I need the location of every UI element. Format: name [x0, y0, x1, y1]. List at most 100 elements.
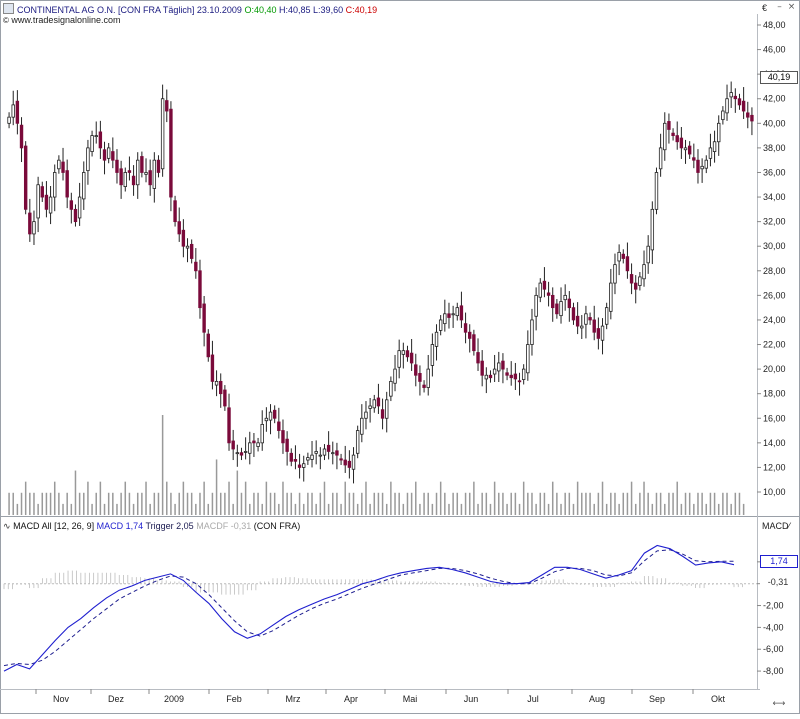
- candle-body: [621, 253, 625, 259]
- candle-body: [94, 135, 98, 138]
- candle-body: [252, 440, 256, 444]
- last-price-label: 40,19: [760, 71, 798, 84]
- candle-body: [189, 243, 194, 259]
- candle-body: [364, 411, 368, 419]
- candle-body: [90, 135, 94, 152]
- candle-body: [588, 317, 592, 321]
- scale-icon[interactable]: ⁄: [788, 521, 791, 531]
- candle-body: [302, 463, 306, 468]
- candle-body: [214, 380, 219, 386]
- candle-body: [326, 444, 331, 452]
- candle-body: [82, 172, 86, 200]
- candle-body: [687, 145, 692, 155]
- candle-body: [277, 421, 281, 431]
- candle-body: [501, 360, 505, 370]
- candle-body: [717, 122, 721, 143]
- candle-body: [517, 380, 522, 383]
- macd-axis-title: MACD⁄: [762, 521, 790, 531]
- candle-body: [185, 245, 190, 249]
- candle-body: [77, 196, 82, 219]
- candle-body: [227, 407, 231, 444]
- candle-body: [219, 380, 223, 395]
- price-tick-label: 18,00: [763, 389, 786, 399]
- time-tick-label: Sep: [649, 694, 665, 704]
- candle-body: [86, 147, 90, 172]
- candle-body: [380, 409, 385, 419]
- candle-body: [629, 274, 634, 284]
- candle-body: [463, 323, 468, 333]
- candle-body: [671, 132, 675, 137]
- macd-header: ∿ MACD All [12, 26, 9] MACD 1,74 Trigger…: [3, 521, 300, 531]
- macdf-value: MACDF -0,31: [196, 521, 252, 531]
- candle-body: [57, 159, 61, 170]
- macd-label: MACD All [12, 26, 9]: [13, 521, 95, 531]
- candle-body: [306, 457, 310, 461]
- candle-body: [741, 100, 746, 112]
- macd-axis-title-text: MACD: [762, 521, 789, 531]
- candle-body: [405, 350, 410, 358]
- minimize-icon[interactable]: –: [777, 2, 782, 12]
- candle-body: [721, 110, 725, 121]
- expand-arrow-icon[interactable]: ⟷: [772, 699, 786, 709]
- price-tick-label: 34,00: [763, 192, 786, 202]
- candle-body: [243, 451, 248, 453]
- time-tick-label: Dez: [108, 694, 125, 704]
- candle-body: [654, 172, 659, 210]
- candle-body: [281, 430, 285, 444]
- price-tick-label: 32,00: [763, 217, 786, 227]
- candle-body: [248, 442, 252, 454]
- price-tick-label: 40,00: [763, 118, 786, 128]
- candle-body: [314, 451, 318, 454]
- macd-line: [3, 544, 735, 672]
- candle-body: [692, 157, 696, 161]
- close-value: C:40,19: [345, 5, 378, 15]
- candle-body: [683, 147, 688, 151]
- candle-body: [181, 229, 186, 247]
- candle-body: [609, 282, 613, 312]
- candle-body: [36, 184, 40, 219]
- candle-body: [140, 156, 144, 173]
- candle-body: [165, 100, 169, 112]
- candle-body: [546, 292, 551, 296]
- macd-tick-label: -8,00: [763, 666, 784, 676]
- price-tick-label: 12,00: [763, 462, 786, 472]
- candle-body: [700, 165, 704, 170]
- candle-body: [625, 256, 630, 272]
- candle-body: [339, 458, 343, 461]
- candle-body: [127, 170, 132, 173]
- candle-body: [472, 334, 476, 352]
- candle-body: [484, 374, 489, 380]
- price-tick-label: 22,00: [763, 340, 786, 350]
- candle-body: [642, 264, 646, 280]
- candle-body: [198, 270, 202, 309]
- candle-body: [23, 145, 28, 210]
- candle-body: [256, 442, 260, 447]
- candle-body: [32, 221, 36, 235]
- time-tick-label: 2009: [164, 694, 184, 704]
- candle-body: [447, 313, 451, 318]
- price-tick-label: 36,00: [763, 167, 786, 177]
- candle-body: [44, 194, 49, 210]
- candle-body: [144, 172, 148, 175]
- candle-body: [61, 161, 65, 173]
- candle-body: [638, 276, 642, 286]
- price-tick-label: 42,00: [763, 94, 786, 104]
- candle-body: [696, 159, 700, 173]
- candle-body: [376, 397, 381, 407]
- candle-body: [11, 104, 15, 118]
- candle-body: [459, 305, 464, 321]
- macd-symbol: (CON FRA): [253, 521, 301, 531]
- candle-body: [505, 372, 509, 376]
- candle-body: [289, 452, 293, 462]
- macd-tick-label: -6,00: [763, 644, 784, 654]
- chart-settings-icon[interactable]: [3, 3, 14, 14]
- candle-body: [389, 380, 393, 397]
- high-value: H:40,85: [279, 5, 311, 15]
- open-value: O:40,40: [244, 5, 277, 15]
- candle-body: [538, 282, 542, 298]
- candle-body: [451, 313, 455, 316]
- candle-body: [131, 175, 136, 186]
- time-tick-label: Feb: [226, 694, 242, 704]
- close-icon[interactable]: ×: [787, 2, 796, 12]
